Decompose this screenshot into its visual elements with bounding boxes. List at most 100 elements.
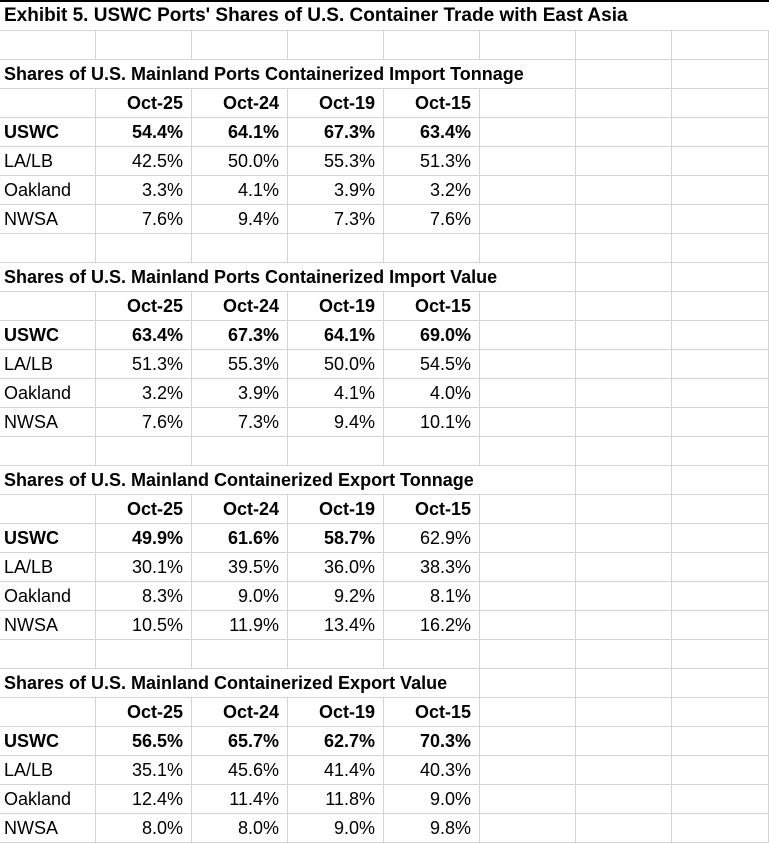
empty-cell	[576, 814, 672, 842]
empty-cell	[672, 89, 769, 117]
data-cell: 35.1%	[96, 756, 192, 784]
row-label: Oakland	[0, 785, 96, 813]
empty-cell	[672, 814, 769, 842]
empty-cell	[192, 437, 288, 465]
empty-cell	[480, 785, 576, 813]
spacer-row	[0, 31, 769, 60]
table-row: USWC 54.4% 64.1% 67.3% 63.4%	[0, 118, 769, 147]
data-cell: 65.7%	[192, 727, 288, 755]
data-cell: 63.4%	[96, 321, 192, 349]
data-cell: 9.2%	[288, 582, 384, 610]
column-header: Oct-19	[288, 89, 384, 117]
empty-cell	[480, 756, 576, 784]
row-label: LA/LB	[0, 147, 96, 175]
table-row: Oakland 3.3% 4.1% 3.9% 3.2%	[0, 176, 769, 205]
empty-cell	[96, 31, 192, 59]
data-cell: 67.3%	[192, 321, 288, 349]
empty-cell	[0, 640, 96, 668]
data-cell: 13.4%	[288, 611, 384, 639]
data-cell: 9.0%	[192, 582, 288, 610]
data-cell: 8.0%	[96, 814, 192, 842]
empty-cell	[0, 495, 96, 523]
column-header: Oct-25	[96, 89, 192, 117]
empty-cell	[576, 205, 672, 233]
data-cell: 54.5%	[384, 350, 480, 378]
empty-cell	[0, 698, 96, 726]
column-header: Oct-15	[384, 495, 480, 523]
empty-cell	[672, 553, 769, 581]
empty-cell	[576, 408, 672, 436]
empty-cell	[576, 321, 672, 349]
empty-cell	[384, 640, 480, 668]
spacer-row	[0, 234, 769, 263]
empty-cell	[288, 31, 384, 59]
empty-cell	[576, 292, 672, 320]
empty-cell	[96, 640, 192, 668]
data-cell: 67.3%	[288, 118, 384, 146]
column-header: Oct-24	[192, 698, 288, 726]
empty-cell	[480, 321, 576, 349]
data-cell: 42.5%	[96, 147, 192, 175]
empty-cell	[672, 234, 769, 262]
column-header: Oct-15	[384, 292, 480, 320]
empty-cell	[672, 756, 769, 784]
empty-cell	[672, 495, 769, 523]
empty-cell	[672, 379, 769, 407]
empty-cell	[672, 147, 769, 175]
data-cell: 49.9%	[96, 524, 192, 552]
data-cell: 7.6%	[96, 408, 192, 436]
empty-cell	[576, 437, 672, 465]
data-cell: 55.3%	[288, 147, 384, 175]
data-cell: 51.3%	[384, 147, 480, 175]
data-cell: 7.3%	[288, 205, 384, 233]
data-cell: 3.3%	[96, 176, 192, 204]
data-cell: 7.3%	[192, 408, 288, 436]
column-header: Oct-25	[96, 495, 192, 523]
table-title-row: Shares of U.S. Mainland Ports Containeri…	[0, 263, 769, 292]
empty-cell	[480, 408, 576, 436]
empty-cell	[480, 437, 576, 465]
empty-cell	[672, 466, 769, 494]
data-cell: 9.4%	[288, 408, 384, 436]
empty-cell	[672, 263, 769, 291]
column-header: Oct-24	[192, 495, 288, 523]
empty-cell	[480, 611, 576, 639]
data-cell: 16.2%	[384, 611, 480, 639]
table-title: Shares of U.S. Mainland Containerized Ex…	[0, 669, 480, 697]
empty-cell	[480, 292, 576, 320]
data-cell: 4.0%	[384, 379, 480, 407]
empty-cell	[288, 437, 384, 465]
data-cell: 39.5%	[192, 553, 288, 581]
data-cell: 55.3%	[192, 350, 288, 378]
table-row: NWSA 7.6% 9.4% 7.3% 7.6%	[0, 205, 769, 234]
empty-cell	[576, 698, 672, 726]
empty-cell	[672, 698, 769, 726]
data-cell: 56.5%	[96, 727, 192, 755]
table-row: LA/LB 51.3% 55.3% 50.0% 54.5%	[0, 350, 769, 379]
data-cell: 61.6%	[192, 524, 288, 552]
data-cell: 10.1%	[384, 408, 480, 436]
data-cell: 7.6%	[384, 205, 480, 233]
row-label: Oakland	[0, 176, 96, 204]
empty-cell	[480, 814, 576, 842]
empty-cell	[672, 60, 769, 88]
table-row: NWSA 7.6% 7.3% 9.4% 10.1%	[0, 408, 769, 437]
data-cell: 9.8%	[384, 814, 480, 842]
empty-cell	[480, 379, 576, 407]
row-label: USWC	[0, 321, 96, 349]
empty-cell	[672, 582, 769, 610]
data-cell: 64.1%	[192, 118, 288, 146]
empty-cell	[672, 408, 769, 436]
column-header: Oct-15	[384, 89, 480, 117]
table-row: Oakland 12.4% 11.4% 11.8% 9.0%	[0, 785, 769, 814]
column-header: Oct-25	[96, 698, 192, 726]
empty-cell	[0, 437, 96, 465]
row-label: NWSA	[0, 408, 96, 436]
row-label: USWC	[0, 727, 96, 755]
table-row: NWSA 8.0% 8.0% 9.0% 9.8%	[0, 814, 769, 843]
empty-cell	[0, 234, 96, 262]
empty-cell	[576, 176, 672, 204]
row-label: NWSA	[0, 205, 96, 233]
empty-cell	[576, 31, 672, 59]
